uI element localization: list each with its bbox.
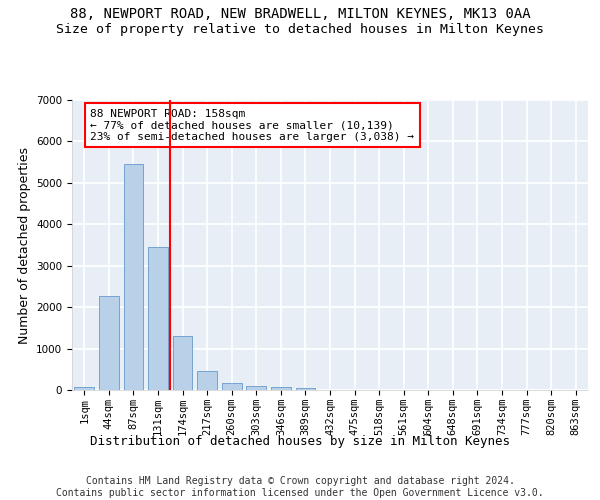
Y-axis label: Number of detached properties: Number of detached properties	[17, 146, 31, 344]
Bar	[74, 387, 94, 390]
Bar	[148, 248, 168, 390]
Bar	[296, 388, 315, 390]
Bar	[271, 387, 290, 390]
Text: Distribution of detached houses by size in Milton Keynes: Distribution of detached houses by size …	[90, 435, 510, 448]
Text: 88, NEWPORT ROAD, NEW BRADWELL, MILTON KEYNES, MK13 0AA: 88, NEWPORT ROAD, NEW BRADWELL, MILTON K…	[70, 8, 530, 22]
Bar	[99, 296, 119, 390]
Text: Contains HM Land Registry data © Crown copyright and database right 2024.
Contai: Contains HM Land Registry data © Crown c…	[56, 476, 544, 498]
Bar	[197, 370, 217, 390]
Bar	[124, 164, 143, 390]
Bar	[173, 336, 193, 390]
Text: Size of property relative to detached houses in Milton Keynes: Size of property relative to detached ho…	[56, 22, 544, 36]
Text: 88 NEWPORT ROAD: 158sqm
← 77% of detached houses are smaller (10,139)
23% of sem: 88 NEWPORT ROAD: 158sqm ← 77% of detache…	[90, 108, 414, 142]
Bar	[247, 386, 266, 390]
Bar	[222, 384, 242, 390]
